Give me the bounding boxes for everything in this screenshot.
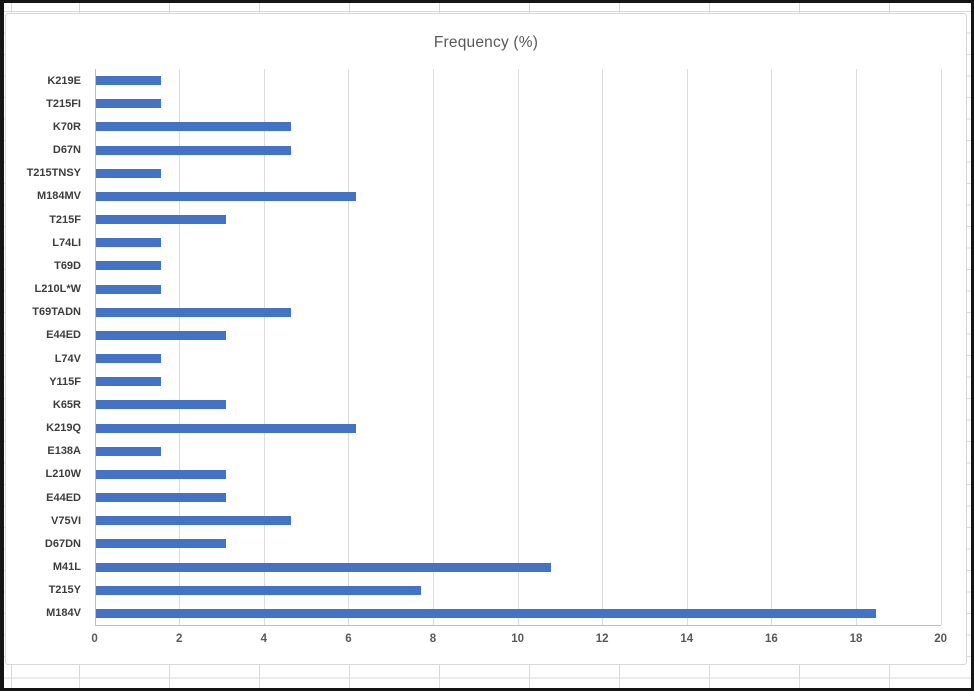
category-label: L210L*W: [34, 283, 81, 296]
bar: [95, 516, 292, 526]
category-axis-line: [94, 69, 96, 625]
x-tick-label: 14: [680, 633, 694, 645]
category-label: T215FI: [46, 97, 81, 110]
category-label: E44ED: [46, 491, 81, 504]
bar: [95, 423, 356, 433]
category-label: Y115F: [49, 375, 81, 388]
gridline: [517, 69, 519, 625]
category-label: M184MV: [36, 190, 81, 203]
x-tick-label: 4: [260, 633, 267, 645]
bar: [95, 377, 161, 387]
bar: [95, 446, 161, 456]
gridline: [602, 69, 604, 625]
x-tick-label: 6: [345, 633, 352, 645]
category-label: L210W: [45, 468, 81, 481]
bar: [95, 191, 356, 201]
category-label: T215F: [49, 213, 81, 226]
bar: [95, 562, 552, 572]
category-label: M41L: [52, 561, 81, 574]
bar: [95, 284, 161, 294]
category-label: K219E: [47, 74, 81, 87]
bar: [95, 585, 421, 595]
bar: [95, 76, 161, 86]
bar: [95, 145, 292, 155]
bar: [95, 493, 226, 503]
x-tick-label: 18: [849, 633, 863, 645]
category-label: T69D: [54, 259, 81, 272]
bar: [95, 168, 161, 178]
bar: [95, 99, 161, 109]
category-label: T69TADN: [32, 306, 81, 319]
gridline: [771, 69, 773, 625]
bar: [95, 400, 226, 410]
bar: [95, 238, 161, 248]
category-label: V75VI: [51, 514, 81, 527]
bar: [95, 608, 877, 618]
value-axis-line: [94, 625, 941, 626]
x-tick-label: 10: [511, 633, 524, 645]
category-label: D67DN: [44, 537, 81, 550]
gridline: [348, 69, 350, 625]
category-label: L74V: [54, 352, 81, 365]
gridline: [940, 69, 942, 625]
x-tick-label: 16: [764, 633, 778, 645]
chart-title: Frequency (%): [433, 34, 539, 51]
bar: [95, 469, 226, 479]
bar: [95, 354, 161, 364]
category-label: T215Y: [48, 584, 81, 597]
category-label: K219Q: [46, 422, 81, 435]
bar: [95, 330, 226, 340]
x-tick-label: 0: [91, 633, 98, 645]
gridline: [179, 69, 181, 625]
category-label: D67N: [52, 144, 81, 157]
plot-area: 0 2 4 6 8 10 12 14 16 18 20 K219E T215FI K70R D67N T215…: [6, 14, 964, 662]
gridline: [686, 69, 688, 625]
bar: [95, 261, 161, 271]
category-label: K65R: [52, 398, 81, 411]
category-label: K70R: [52, 120, 81, 133]
bar: [95, 215, 226, 225]
gridline: [263, 69, 265, 625]
x-tick-label: 2: [175, 633, 183, 645]
bar: [95, 307, 292, 317]
bar: [95, 539, 226, 549]
chart-object: Frequency (%) 0 2 4 6 8 10 12 14 16 18 20 K219E T215…: [5, 13, 967, 665]
category-label: E44ED: [46, 329, 81, 342]
x-tick-label: 12: [595, 633, 609, 645]
x-tick-label: 8: [429, 633, 437, 645]
x-tick-label: 20: [934, 633, 947, 645]
bar: [95, 122, 292, 132]
gridline: [433, 69, 434, 625]
gridline: [856, 69, 857, 625]
category-label: E138A: [47, 445, 81, 458]
category-label: L74LI: [52, 236, 81, 249]
category-label: T215TNSY: [26, 167, 81, 180]
category-label: M184V: [46, 607, 81, 620]
